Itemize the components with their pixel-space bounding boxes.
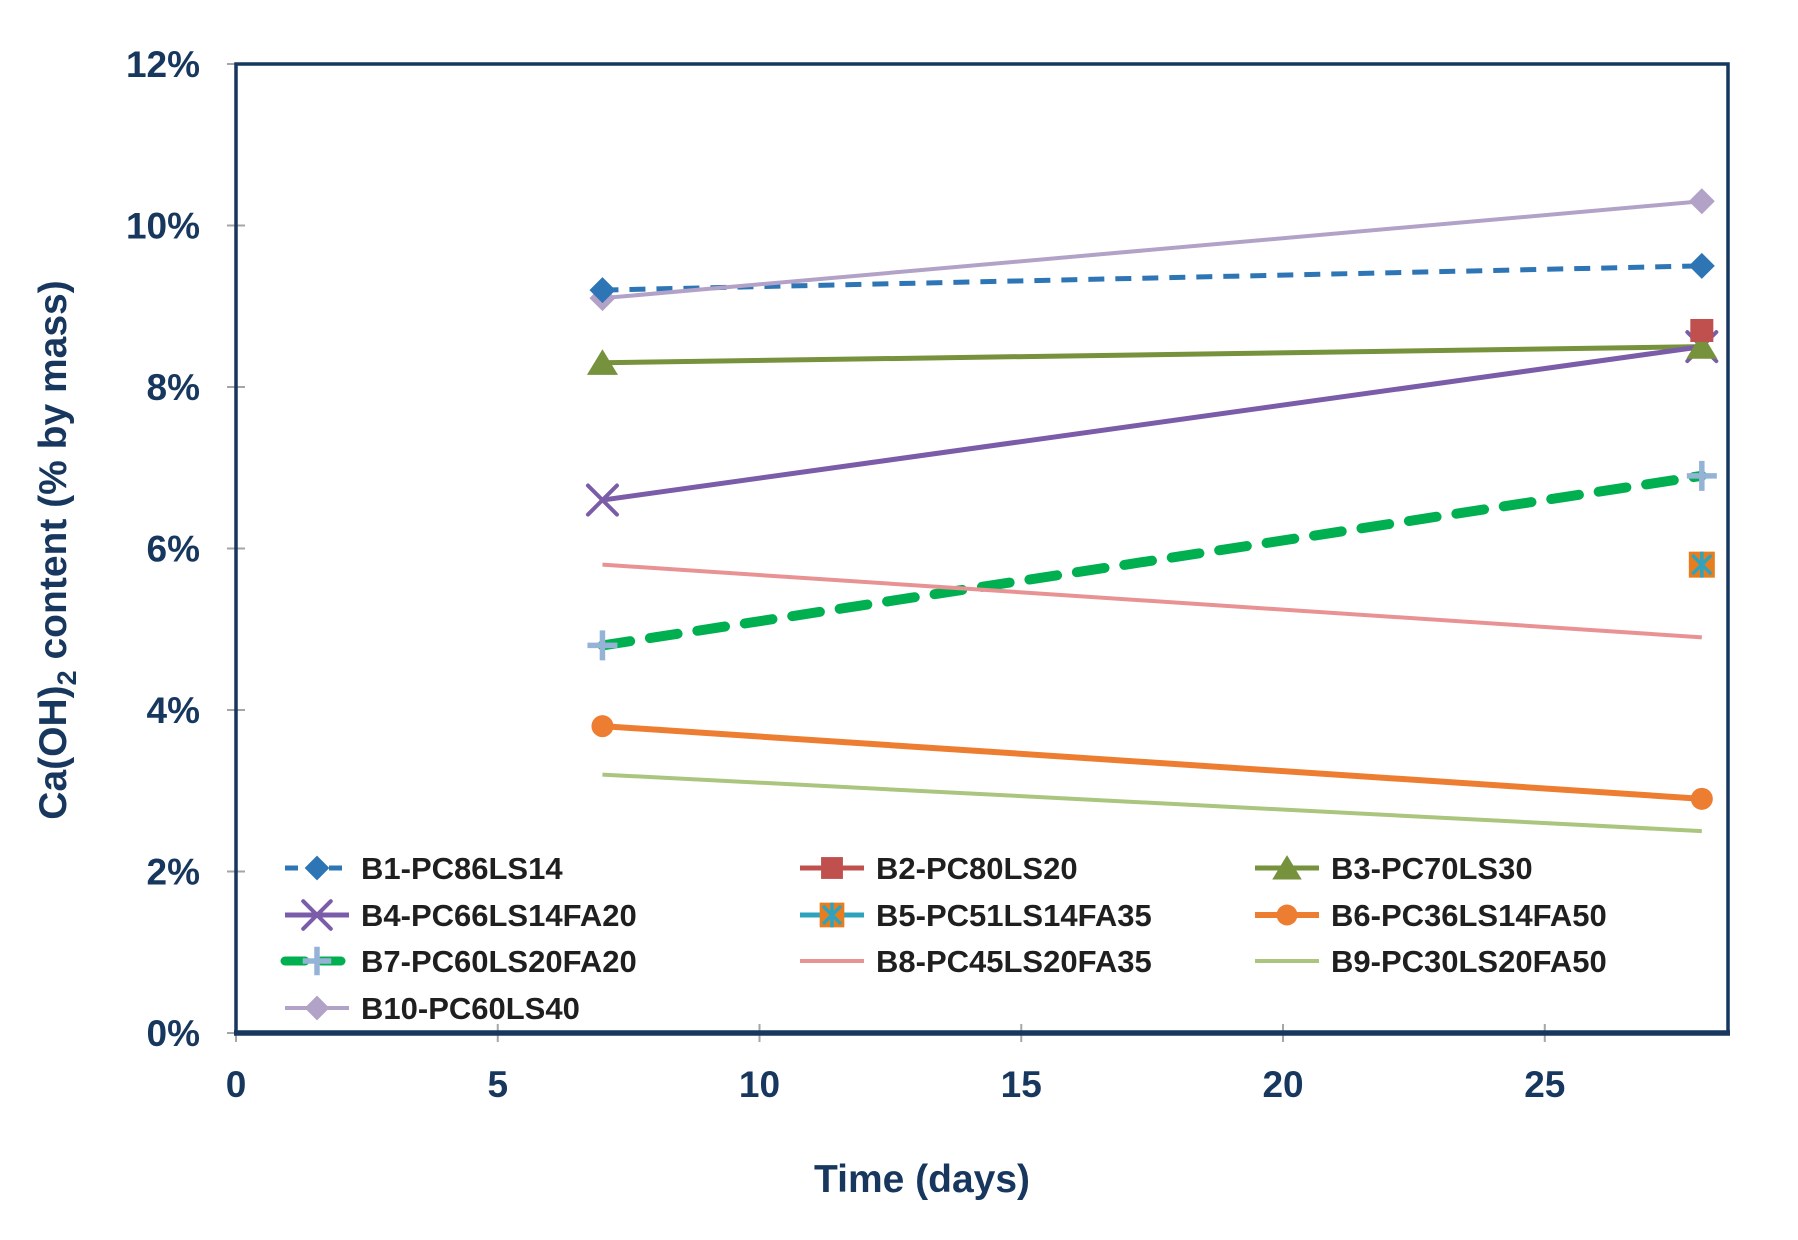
x-tick-label: 10 [739, 1064, 780, 1105]
y-tick-label: 8% [147, 367, 200, 408]
y-tick-label: 10% [126, 205, 200, 246]
series-marker [301, 899, 333, 931]
series-line-b8 [602, 562, 1702, 640]
series-marker [304, 855, 330, 881]
legend: B1-PC86LS14 B2-PC80LS20 B3-PC70LS30 B4-PC66… [280, 851, 1607, 1026]
series-marker [304, 995, 330, 1021]
legend-label: B6-PC36LS14FA50 [1331, 898, 1607, 933]
y-tick-label: 4% [147, 690, 200, 731]
legend-item-b4: B4-PC66LS14FA20 [285, 898, 637, 933]
series-line-b4 [602, 344, 1703, 503]
x-tick-label: 0 [226, 1064, 247, 1105]
series-markers-b2 [1690, 318, 1714, 342]
series-marker [821, 857, 843, 879]
series-line-b1 [602, 263, 1702, 293]
series-line-b6 [602, 723, 1703, 802]
series-line-b7 [597, 470, 1707, 651]
legend-label: B8-PC45LS20FA35 [876, 944, 1152, 979]
series-markers-b3 [586, 333, 1718, 375]
legend-item-b10: B10-PC60LS40 [285, 991, 580, 1026]
series-marker [1691, 551, 1713, 578]
series-line-b9 [602, 772, 1702, 834]
series-marker [1276, 904, 1298, 926]
series-markers-layer [585, 188, 1719, 810]
y-tick-label: 6% [147, 528, 200, 569]
series-marker [1688, 252, 1715, 279]
y-tick-label: 12% [126, 44, 200, 85]
legend-label: B10-PC60LS40 [361, 991, 580, 1026]
legend-item-b3: B3-PC70LS30 [1255, 851, 1533, 886]
y-axis-title: Ca(OH)2 content (% by mass) [32, 280, 82, 819]
series-marker [589, 277, 616, 304]
series-markers-b5 [1688, 551, 1715, 578]
y-axis-title-main: Ca(OH) [32, 685, 75, 819]
series-marker [1686, 333, 1718, 359]
y-axis-title-subscript: 2 [52, 670, 82, 685]
legend-label: B1-PC86LS14 [361, 851, 563, 886]
series-marker [1272, 855, 1302, 880]
y-tick-label: 0% [147, 1013, 200, 1054]
series-marker [302, 946, 332, 976]
legend-item-b7: B7-PC60LS20FA20 [280, 944, 637, 979]
legend-item-b8: B8-PC45LS20FA35 [800, 944, 1152, 979]
x-tick-label: 20 [1262, 1064, 1303, 1105]
y-tick-label: 2% [147, 851, 200, 892]
series-markers-b7 [587, 460, 1717, 661]
series-marker [1686, 460, 1717, 491]
series-marker [587, 630, 618, 661]
legend-label: B2-PC80LS20 [876, 851, 1078, 886]
series-line-b3 [602, 344, 1702, 366]
legend-item-b9: B9-PC30LS20FA50 [1255, 944, 1607, 979]
series-marker [1688, 188, 1715, 215]
series-markers-b6 [591, 715, 1713, 810]
series-marker [1690, 318, 1714, 342]
series-line-b10 [602, 199, 1703, 301]
legend-label: B7-PC60LS20FA20 [361, 944, 637, 979]
x-tick-label: 25 [1524, 1064, 1565, 1105]
legend-item-b5: B5-PC51LS14FA35 [800, 898, 1152, 933]
series-marker [591, 715, 614, 738]
series-marker [821, 902, 843, 928]
legend-label: B3-PC70LS30 [1331, 851, 1533, 886]
series-marker [585, 483, 619, 517]
legend-item-b6: B6-PC36LS14FA50 [1255, 898, 1607, 933]
legend-item-b1: B1-PC86LS14 [285, 851, 563, 886]
y-axis-title-rest: content (% by mass) [32, 280, 75, 670]
series-marker [586, 349, 618, 375]
axis-ticks-layer: 0 5 10 15 20 25 0% 2% 4% 6% 8% 10% 12% [126, 44, 1565, 1105]
legend-item-b2: B2-PC80LS20 [800, 851, 1078, 886]
x-tick-label: 15 [1001, 1064, 1042, 1105]
legend-label: B4-PC66LS14FA20 [361, 898, 637, 933]
plot-frame-layer [234, 62, 1730, 1036]
plot-border [234, 62, 1730, 1035]
x-axis-title: Time (days) [814, 1158, 1030, 1201]
series-marker [1690, 787, 1713, 810]
series-markers-b1 [589, 252, 1715, 304]
x-tick-label: 5 [487, 1064, 508, 1105]
series-lines-layer [597, 199, 1707, 834]
legend-label: B5-PC51LS14FA35 [876, 898, 1152, 933]
legend-label: B9-PC30LS20FA50 [1331, 944, 1607, 979]
